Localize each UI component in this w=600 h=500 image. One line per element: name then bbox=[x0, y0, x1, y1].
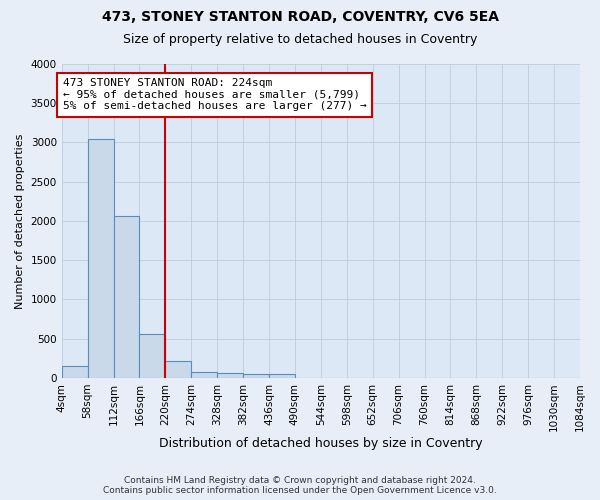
Bar bbox=[113, 216, 139, 378]
Text: Contains HM Land Registry data © Crown copyright and database right 2024.
Contai: Contains HM Land Registry data © Crown c… bbox=[103, 476, 497, 495]
Bar bbox=[191, 372, 217, 378]
Text: 473, STONEY STANTON ROAD, COVENTRY, CV6 5EA: 473, STONEY STANTON ROAD, COVENTRY, CV6 … bbox=[101, 10, 499, 24]
Bar bbox=[62, 366, 88, 378]
Text: Size of property relative to detached houses in Coventry: Size of property relative to detached ho… bbox=[123, 32, 477, 46]
Bar bbox=[243, 374, 269, 378]
Bar bbox=[139, 334, 166, 378]
X-axis label: Distribution of detached houses by size in Coventry: Distribution of detached houses by size … bbox=[159, 437, 482, 450]
Bar bbox=[88, 138, 113, 378]
Bar bbox=[166, 360, 191, 378]
Bar bbox=[269, 374, 295, 378]
Text: 473 STONEY STANTON ROAD: 224sqm
← 95% of detached houses are smaller (5,799)
5% : 473 STONEY STANTON ROAD: 224sqm ← 95% of… bbox=[62, 78, 367, 112]
Bar bbox=[217, 373, 243, 378]
Y-axis label: Number of detached properties: Number of detached properties bbox=[15, 134, 25, 308]
